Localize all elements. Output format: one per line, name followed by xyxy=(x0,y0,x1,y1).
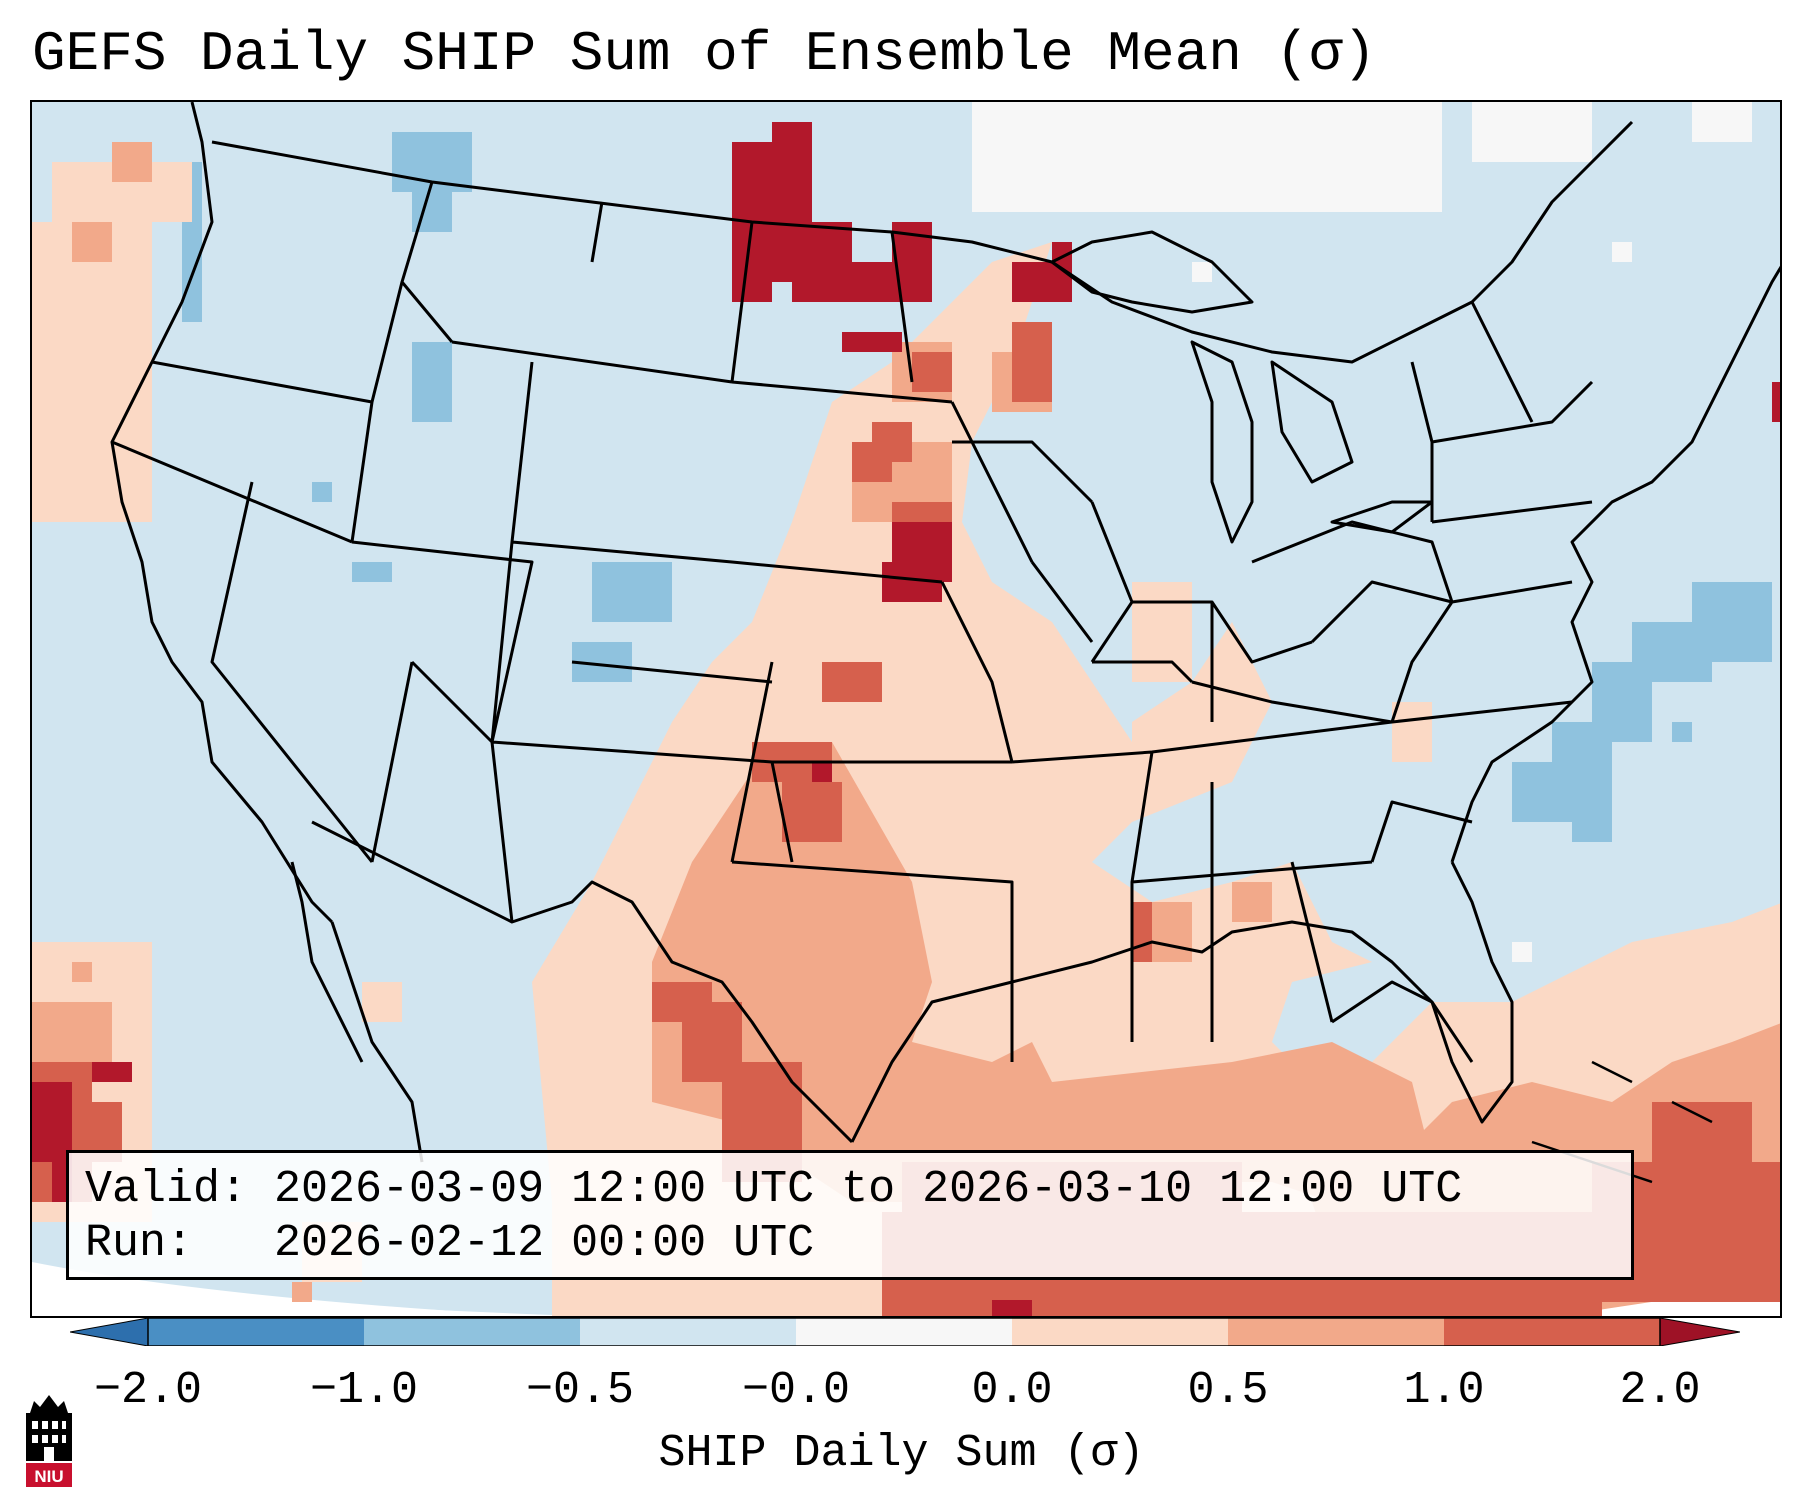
valid-run-infobox: Valid: 2026-03-09 12:00 UTC to 2026-03-1… xyxy=(66,1150,1634,1280)
colorbar-bin-6 xyxy=(1228,1318,1444,1346)
colorbar-tick-2: −1.0 xyxy=(309,1365,419,1416)
colorbar-tick-4: −0.0 xyxy=(741,1365,851,1416)
valid-text: Valid: 2026-03-09 12:00 UTC to 2026-03-1… xyxy=(85,1164,1463,1215)
ship-field-map xyxy=(32,102,1780,1316)
colorbar-tick-3: −0.5 xyxy=(525,1365,635,1416)
colorbar-tick-1: −2.0 xyxy=(93,1365,203,1416)
west-coast-line xyxy=(110,102,334,924)
colorbar xyxy=(70,1318,1740,1346)
colorbar-bin-7 xyxy=(1444,1318,1660,1346)
florida-line xyxy=(1331,980,1474,1063)
east-coast xyxy=(1450,265,1780,863)
baja-coast xyxy=(290,861,424,1163)
colorbar-bin-4 xyxy=(796,1318,1012,1346)
boundary-lines xyxy=(110,102,1780,1184)
near-zero-patches xyxy=(972,102,1752,962)
lake-huron xyxy=(1270,360,1354,484)
colorbar-extend-low xyxy=(70,1318,149,1346)
colorbar-tick-8: 2.0 xyxy=(1619,1365,1701,1416)
colorbar-outline xyxy=(147,1318,1661,1346)
mexico-border xyxy=(311,820,854,1144)
lake-michigan xyxy=(1190,340,1254,544)
colorbar-extend-high xyxy=(1659,1318,1740,1346)
map-outer-white-corner-bl xyxy=(32,1262,535,1316)
colorbar-label: SHIP Daily Sum (σ) xyxy=(658,1428,1145,1479)
colorbar-bin-1 xyxy=(148,1318,364,1346)
colorbar-bin-3 xyxy=(580,1318,796,1346)
colorbar-tick-6: 0.5 xyxy=(1187,1365,1269,1416)
niu-building-icon: NIU xyxy=(26,1395,72,1487)
state-lines xyxy=(111,181,1594,1062)
niu-logo-text: NIU xyxy=(34,1467,63,1486)
lake-superior xyxy=(1050,230,1254,314)
colorbar-bin-5 xyxy=(1012,1318,1228,1346)
map-title: GEFS Daily SHIP Sum of Ensemble Mean (σ) xyxy=(32,22,1377,86)
run-text: Run: 2026-02-12 00:00 UTC xyxy=(85,1218,815,1269)
colorbar-tick-7: 1.0 xyxy=(1403,1365,1485,1416)
map-panel[interactable] xyxy=(30,100,1782,1318)
canada-border xyxy=(211,120,1634,364)
colorbar-bin-2 xyxy=(364,1318,580,1346)
colorbar-tick-5: 0.0 xyxy=(971,1365,1053,1416)
